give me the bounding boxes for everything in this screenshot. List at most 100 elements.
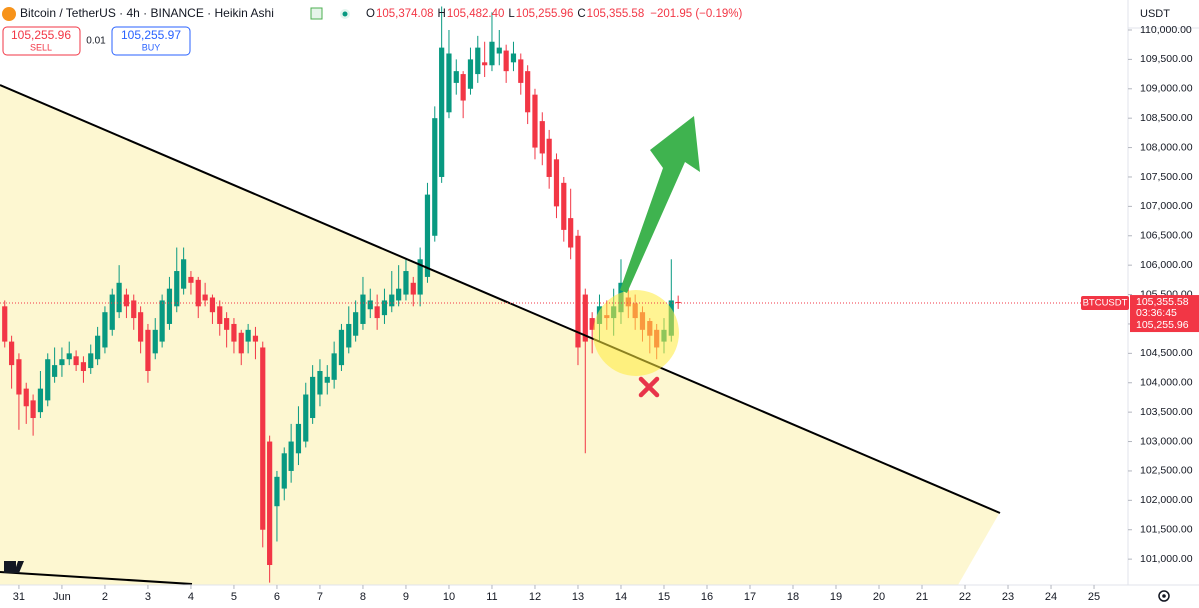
- candle-body: [675, 301, 681, 304]
- y-tick-label: 101,500.00: [1140, 524, 1193, 536]
- candle-body: [159, 300, 165, 342]
- candle-body: [561, 182, 567, 230]
- candle-body: [116, 282, 122, 313]
- buy-button[interactable]: [111, 26, 191, 56]
- candle-body: [568, 218, 574, 248]
- sell-price[interactable]: 105,255.96: [11, 28, 71, 42]
- x-tick-label: 12: [529, 591, 541, 603]
- x-tick-label: 4: [188, 591, 194, 603]
- bid-price: 105,255.96: [1136, 319, 1189, 331]
- candle-body: [346, 323, 352, 348]
- x-tick-label: 13: [572, 591, 584, 603]
- x-tick-label: 18: [787, 591, 799, 603]
- x-tick-label: 15: [658, 591, 670, 603]
- candle-body: [446, 53, 452, 113]
- candle-body: [288, 441, 294, 471]
- settings-icon[interactable]: [1158, 590, 1170, 602]
- candle-body: [217, 306, 223, 324]
- x-tick-label: 31: [13, 591, 25, 603]
- ohlc: O 105,374.08 H 105,482.40 L 105,255.96 C 105,35…: [366, 8, 742, 20]
- x-tick-label: 9: [403, 591, 409, 603]
- highlight-circle: [593, 290, 679, 376]
- price-label: 105,355.58: [1136, 296, 1189, 308]
- candle-body: [360, 294, 366, 324]
- candle-body: [131, 300, 137, 319]
- ohlc-value: 105,355.58: [587, 8, 645, 20]
- candle-body: [575, 235, 581, 348]
- buy-label[interactable]: BUY: [142, 42, 161, 52]
- x-tick-label: 16: [701, 591, 713, 603]
- candle-body: [281, 453, 287, 489]
- time-axis: [0, 585, 1199, 608]
- candle-body: [353, 312, 359, 336]
- candle-body: [80, 362, 87, 371]
- candle-body: [310, 376, 316, 419]
- candle-body: [224, 318, 230, 330]
- x-tick-label: 3: [145, 591, 151, 603]
- y-tick-label: 102,000.00: [1140, 494, 1193, 506]
- ohlc-key: L: [508, 8, 515, 20]
- ohlc-value: 105,374.08: [376, 8, 434, 20]
- y-tick-label: 107,500.00: [1140, 171, 1193, 183]
- candle-body: [403, 271, 409, 295]
- ohlc-key: O: [366, 8, 375, 20]
- status-dot: [342, 11, 348, 17]
- candle-body: [453, 71, 459, 83]
- x-tick-label: 21: [916, 591, 928, 603]
- candle-body: [252, 335, 259, 342]
- y-tick-label: 109,500.00: [1140, 53, 1193, 65]
- x-tick-label: 22: [959, 591, 971, 603]
- candle-body: [9, 341, 15, 366]
- candle-body: [553, 159, 560, 207]
- trend-line: [0, 84, 1001, 514]
- candle-body: [123, 294, 130, 307]
- candle-body: [59, 359, 65, 366]
- candle-body: [324, 376, 330, 383]
- trend-line-lower: [0, 571, 193, 585]
- sell-button[interactable]: [2, 26, 81, 56]
- candle-body: [410, 282, 416, 295]
- candle-body: [389, 294, 395, 307]
- candle-body: [439, 47, 445, 177]
- price-change: −201.95 (−0.19%): [650, 8, 742, 20]
- x-tick-label: 7: [317, 591, 323, 603]
- x-tick-label: 20: [873, 591, 885, 603]
- candle-body: [260, 347, 266, 530]
- candle-body: [317, 370, 323, 395]
- candle-body: [66, 353, 72, 360]
- candle-body: [467, 59, 474, 89]
- x-tick-label: 17: [744, 591, 756, 603]
- buy-price[interactable]: 105,255.97: [121, 28, 181, 42]
- candle-body: [489, 41, 495, 66]
- candle-body: [396, 288, 402, 301]
- y-tick-label: 108,000.00: [1140, 141, 1193, 153]
- candle-body: [460, 74, 466, 101]
- x-tick-label: 2: [102, 591, 108, 603]
- y-tick-label: 103,500.00: [1140, 406, 1193, 418]
- candle-body: [367, 300, 373, 310]
- y-tick-label: 106,000.00: [1140, 259, 1193, 271]
- sell-label[interactable]: SELL: [30, 42, 52, 52]
- y-tick-label: 106,500.00: [1140, 230, 1193, 242]
- candle-body: [209, 297, 216, 313]
- currency: USDT: [1140, 8, 1170, 20]
- candle-body: [195, 279, 201, 307]
- shaded-zone: [0, 85, 1000, 585]
- candle-body: [181, 259, 187, 289]
- x-tick-label: 24: [1045, 591, 1057, 603]
- candle-body: [138, 312, 144, 342]
- x-tick-label: 19: [830, 591, 842, 603]
- x-tick-label: 11: [486, 591, 497, 603]
- candle-body: [482, 62, 488, 66]
- flag-icon[interactable]: [310, 7, 323, 20]
- candle-body: [546, 138, 552, 177]
- ohlc-key: C: [577, 8, 585, 20]
- x-tick-label: 5: [231, 591, 237, 603]
- y-tick-label: 102,500.00: [1140, 465, 1193, 477]
- candle-body: [231, 323, 237, 342]
- candle-body: [303, 394, 309, 442]
- candle-body: [102, 312, 108, 348]
- x-tick-label: 14: [615, 591, 627, 603]
- candle-body: [202, 294, 208, 301]
- candle-body: [510, 53, 517, 63]
